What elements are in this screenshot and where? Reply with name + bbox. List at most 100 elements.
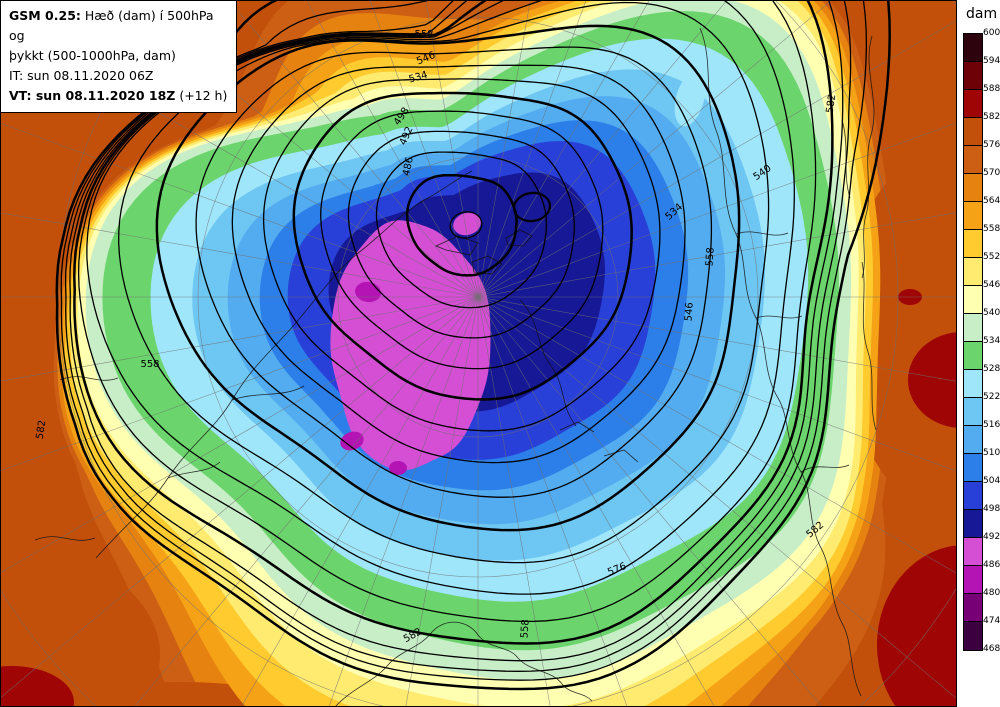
colorbar-swatch-486 <box>964 566 982 594</box>
height-contour-552 <box>77 0 817 623</box>
colorbar-swatch-516 <box>964 426 982 454</box>
height-contour-564 <box>69 0 844 662</box>
meridian-line <box>328 296 479 707</box>
meridian-line <box>0 296 479 472</box>
colorbar-swatch-480 <box>964 594 982 622</box>
colorbar-tick-558: 558 <box>983 224 1000 234</box>
contour-label-534: 534 <box>408 70 429 86</box>
meridian-line <box>477 296 823 707</box>
colorbar-swatch-558 <box>964 230 982 258</box>
height-contour-inner <box>449 211 483 239</box>
legend-init-time: IT: sun 08.11.2020 06Z <box>9 68 154 83</box>
latitude-circle <box>197 16 759 578</box>
colorbar-tick-534: 534 <box>983 336 1000 346</box>
height-contour-486 <box>405 173 518 277</box>
colorbar-swatch-474 <box>964 622 982 650</box>
meridian-line <box>0 296 479 699</box>
colorbar-tick-498: 498 <box>983 504 1000 514</box>
coastlines <box>34 27 877 707</box>
colorbar-tick-540: 540 <box>983 308 1000 318</box>
height-contour-510 <box>292 91 633 401</box>
meridian-line <box>0 212 479 298</box>
legend-valid-time: VT: sun 08.11.2020 18Z (+12 h) <box>9 88 228 103</box>
colorbar-tick-510: 510 <box>983 448 1000 458</box>
colorbar-tick-546: 546 <box>983 280 1000 290</box>
colorbar-tick-582: 582 <box>983 112 1000 122</box>
height-contour-522 <box>231 64 686 464</box>
thickness-patch-486 <box>389 461 407 475</box>
thickness-patch-582 <box>0 77 55 563</box>
meridian-line <box>477 0 650 298</box>
colorbar-swatch-510 <box>964 454 982 482</box>
colorbar-tick-516: 516 <box>983 420 1000 430</box>
meridian-line <box>240 296 479 707</box>
colorbar-tick-564: 564 <box>983 196 1000 206</box>
height-contours <box>55 0 891 691</box>
legend-title-line1: GSM 0.25: Hæð (dam) í 500hPa og <box>9 8 214 43</box>
height-contour-576 <box>60 0 868 681</box>
contour-label-558: 558 <box>704 247 716 267</box>
colorbar-swatch-534 <box>964 342 982 370</box>
latitude-circle <box>337 156 619 438</box>
colorbar-swatch-600 <box>964 34 982 62</box>
coastline <box>95 170 473 559</box>
meridian-line <box>477 296 716 707</box>
colorbar-tick-576: 576 <box>983 140 1000 150</box>
colorbar-tick-468: 468 <box>983 644 1000 654</box>
meridian-line <box>477 296 628 707</box>
coastline <box>699 27 862 697</box>
colorbar-swatch-594 <box>964 62 982 90</box>
colorbar-tick-480: 480 <box>983 588 1000 598</box>
colorbar-swatch-546 <box>964 286 982 314</box>
thickness-patch-588 <box>908 332 957 428</box>
contour-label-582: 582 <box>825 93 839 113</box>
contour-label-546: 546 <box>683 302 695 322</box>
contour-label-558: 558 <box>414 29 433 40</box>
meridian-line <box>425 0 479 298</box>
height-contour-558 <box>73 0 834 645</box>
contour-label-486: 486 <box>401 156 416 177</box>
height-contour-546 <box>86 0 795 595</box>
thickness-patch-588 <box>877 545 957 707</box>
colorbar-swatches <box>963 33 983 651</box>
colorbar-swatch-582 <box>964 118 982 146</box>
height-contour-570 <box>64 0 852 672</box>
map-canvas: 4864924985345465585345465585405825585825… <box>0 0 957 707</box>
height-contour-pocket <box>512 191 552 223</box>
colorbar-swatch-492 <box>964 538 982 566</box>
colorbar-tick-600: 600 <box>983 28 1000 38</box>
meridian-line <box>477 0 587 298</box>
coastline <box>861 35 875 279</box>
meridian-line <box>0 296 479 574</box>
colorbar-tick-552: 552 <box>983 252 1000 262</box>
meridian-line <box>405 296 479 707</box>
colorbar-swatch-522 <box>964 398 982 426</box>
legend-box: GSM 0.25: Hæð (dam) í 500hPa og þykkt (5… <box>0 0 237 113</box>
height-contour-498 <box>347 130 575 339</box>
meridian-line <box>0 122 479 298</box>
height-contour-540 <box>118 1 770 564</box>
coastline <box>434 229 639 463</box>
colorbar-tick-570: 570 <box>983 168 1000 178</box>
colorbar-swatch-552 <box>964 258 982 286</box>
colorbar-swatch-528 <box>964 370 982 398</box>
meridian-line <box>0 296 479 382</box>
colorbar-swatch-570 <box>964 174 982 202</box>
coastline <box>34 376 119 541</box>
colorbar-tick-528: 528 <box>983 364 1000 374</box>
meridian-line <box>477 0 728 298</box>
contour-label-582: 582 <box>35 419 49 439</box>
contour-label-558: 558 <box>519 619 531 639</box>
colorbar-tick-474: 474 <box>983 616 1000 626</box>
meridian-line <box>133 296 479 707</box>
meridian-line <box>306 0 479 298</box>
colorbar-swatch-504 <box>964 482 982 510</box>
colorbar-tick-492: 492 <box>983 532 1000 542</box>
colorbar-tick-588: 588 <box>983 84 1000 94</box>
colorbar-tick-504: 504 <box>983 476 1000 486</box>
meridian-line <box>477 20 957 298</box>
thickness-patch-588 <box>0 666 74 707</box>
thickness-patch-492 <box>453 212 481 236</box>
height-contour-516 <box>262 78 661 432</box>
